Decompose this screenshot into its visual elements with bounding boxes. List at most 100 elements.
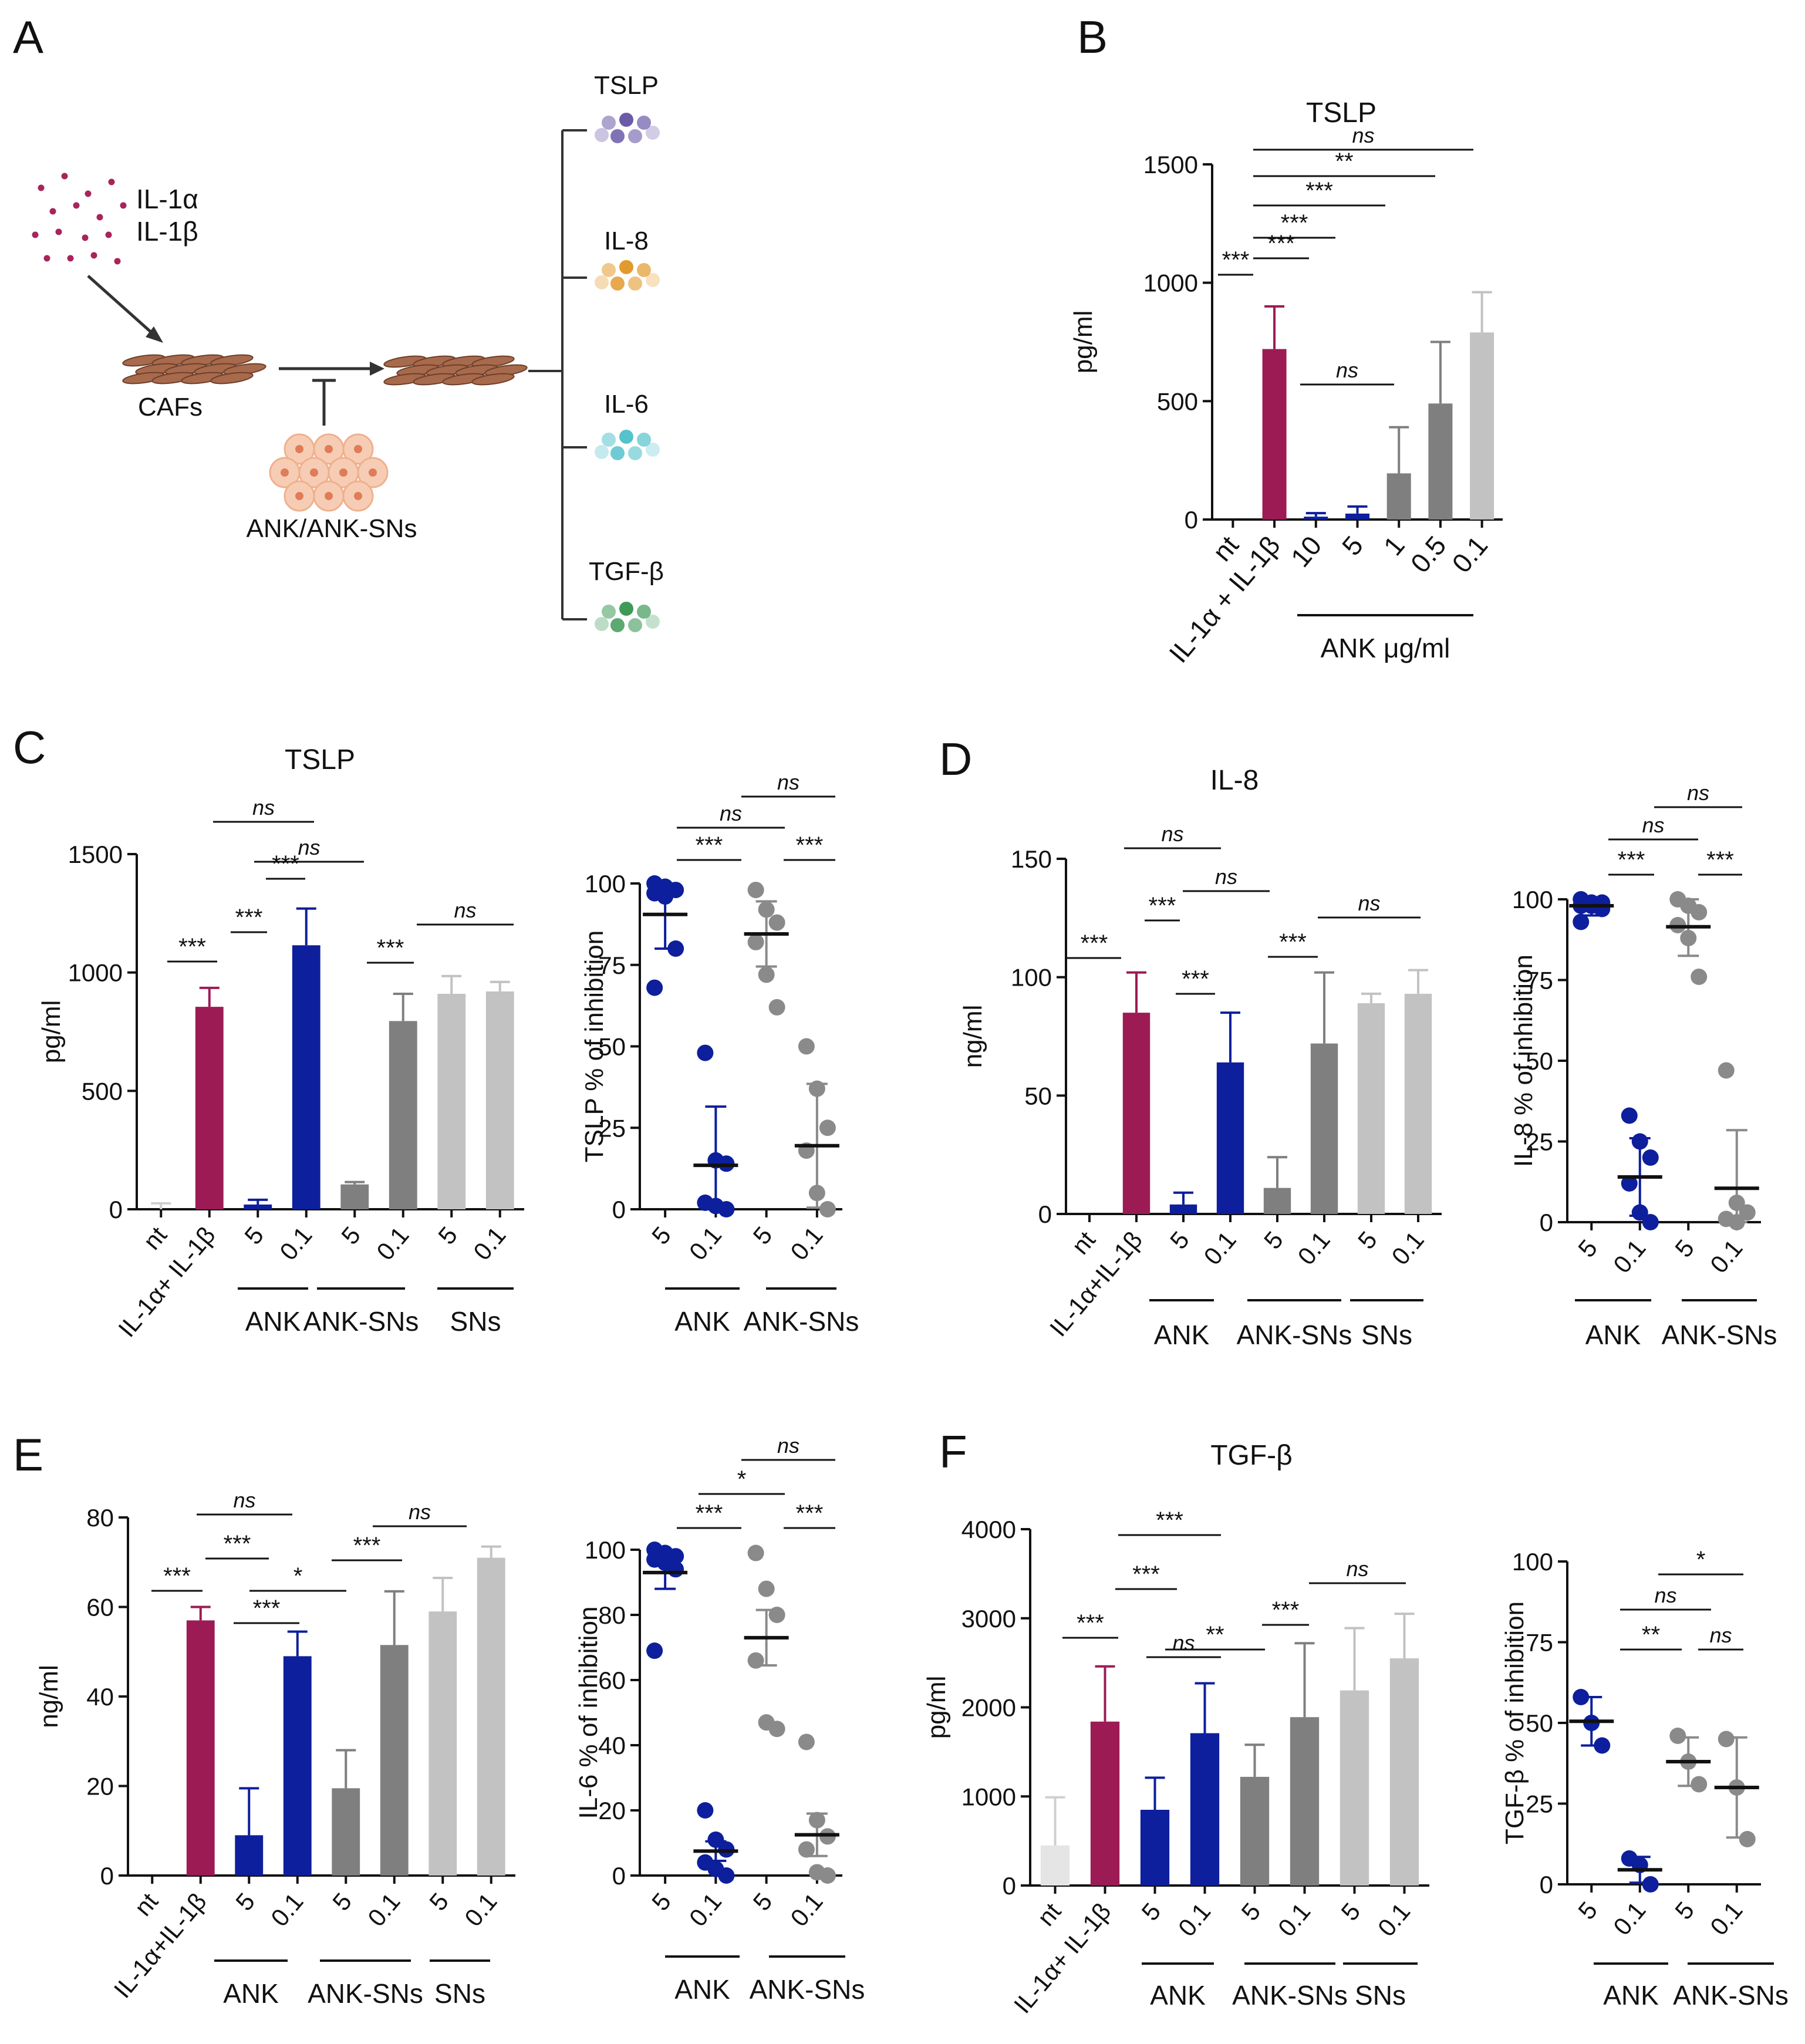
bar: [1357, 1003, 1385, 1214]
bar: [1216, 1062, 1244, 1214]
significance-label: ***: [1281, 210, 1308, 236]
x-tick-label: 1: [1378, 530, 1411, 561]
significance-label: ***: [272, 851, 299, 877]
ank-cell-nucleus: [281, 468, 289, 477]
panel-letter: B: [1077, 11, 1108, 63]
output-label-0: TSLP: [594, 71, 659, 100]
output-label-1: IL-8: [604, 227, 649, 255]
significance-label: ns: [777, 770, 799, 794]
panel-letter: D: [939, 733, 972, 785]
y-tick-label: 100: [585, 1536, 626, 1564]
significance-label: ns: [233, 1488, 255, 1512]
significance-label: ns: [1352, 123, 1374, 147]
y-tick-label: 500: [82, 1077, 123, 1105]
y-tick-label: 100: [1512, 886, 1553, 913]
data-point: [1642, 1876, 1659, 1893]
x-tick-label: 5: [433, 1222, 463, 1250]
significance-label: ns: [777, 1434, 799, 1458]
data-point: [1669, 1728, 1686, 1744]
significance-label: *: [293, 1563, 303, 1589]
ank-cell-nucleus: [354, 445, 362, 453]
group-label: ANK-SNs: [744, 1306, 859, 1337]
significance-label: ns: [454, 898, 476, 922]
group-label: SNs: [1361, 1320, 1412, 1350]
data-point: [1691, 904, 1708, 920]
output-particle: [646, 443, 660, 457]
data-point: [768, 1721, 785, 1738]
output-particle: [619, 113, 633, 127]
significance-label: ns: [1172, 1631, 1195, 1655]
y-tick-label: 4000: [961, 1516, 1016, 1543]
output-particle: [595, 128, 609, 142]
bar: [1310, 1043, 1338, 1214]
group-label: ANK-SNs: [750, 1974, 865, 2005]
x-tick-label: 0.1: [1608, 1235, 1651, 1279]
cytokine-dot: [114, 258, 121, 265]
data-point: [1621, 1107, 1638, 1124]
bar: [1240, 1776, 1270, 1886]
bar: [1345, 513, 1370, 520]
x-tick-label: 0.1: [1705, 1235, 1748, 1279]
output-particle: [628, 129, 642, 143]
bar: [332, 1788, 360, 1876]
data-point: [768, 914, 785, 931]
y-tick-label: 0: [1540, 1209, 1553, 1236]
output-particle: [602, 433, 616, 447]
y-tick-label: 3000: [961, 1605, 1016, 1632]
x-tick-label: 5: [327, 1888, 357, 1916]
significance-label: ns: [1642, 813, 1664, 837]
cytokine-dot: [82, 234, 89, 241]
cytokine-dot: [43, 255, 50, 262]
x-tick-label: 5: [748, 1888, 778, 1916]
significance-label: ***: [163, 1563, 191, 1589]
bar: [1090, 1721, 1120, 1886]
output-particle: [628, 276, 642, 291]
y-axis-label: IL-8 % of inhibition: [1509, 954, 1538, 1167]
process-arrowhead: [370, 362, 384, 376]
treatment-label: ANK/ANK-SNs: [247, 514, 417, 543]
group-label: ANK-SNs: [1662, 1320, 1777, 1350]
x-tick-label: 10: [1285, 530, 1328, 573]
y-axis-label: ng/ml: [35, 1665, 63, 1728]
cytokine-label-il1a: IL-1α: [136, 184, 198, 214]
x-tick-label: 0.1: [1705, 1897, 1748, 1941]
group-label: ANK: [674, 1306, 730, 1337]
data-point: [798, 1038, 815, 1055]
x-tick-label: 5: [1573, 1235, 1602, 1263]
panel-letter: E: [13, 1429, 43, 1480]
ank-cells-icon: [269, 433, 389, 512]
ank-cell-nucleus: [295, 445, 303, 453]
data-point: [718, 1867, 735, 1884]
x-tick-label: 5: [1336, 530, 1369, 561]
significance-label: **: [1335, 149, 1353, 174]
x-tick-label: 0.1: [371, 1222, 414, 1266]
cytokine-dot: [38, 184, 45, 191]
y-axis-label: pg/ml: [37, 1000, 66, 1064]
significance-label: ***: [353, 1533, 381, 1559]
caf-cell: [471, 373, 515, 386]
data-point: [646, 979, 663, 996]
data-point: [697, 1044, 714, 1061]
x-tick-label: 0.1: [274, 1222, 318, 1266]
y-tick-label: 0: [109, 1196, 123, 1223]
significance-label: **: [1206, 1622, 1224, 1648]
data-point: [1621, 1175, 1638, 1192]
data-point: [819, 1867, 836, 1884]
significance-label: ns: [1346, 1557, 1368, 1581]
significance-label: ***: [1279, 929, 1307, 955]
output-particle: [602, 116, 616, 130]
x-tick-label: 0.1: [785, 1888, 828, 1932]
significance-label: ***: [1182, 966, 1209, 992]
significance-label: ***: [178, 934, 206, 960]
group-label: SNs: [434, 1978, 485, 2009]
significance-label: ns: [720, 801, 742, 825]
chart-title: TSLP: [1306, 97, 1376, 129]
chart-title: TGF-β: [1210, 1440, 1293, 1471]
y-tick-label: 0: [1003, 1872, 1016, 1900]
